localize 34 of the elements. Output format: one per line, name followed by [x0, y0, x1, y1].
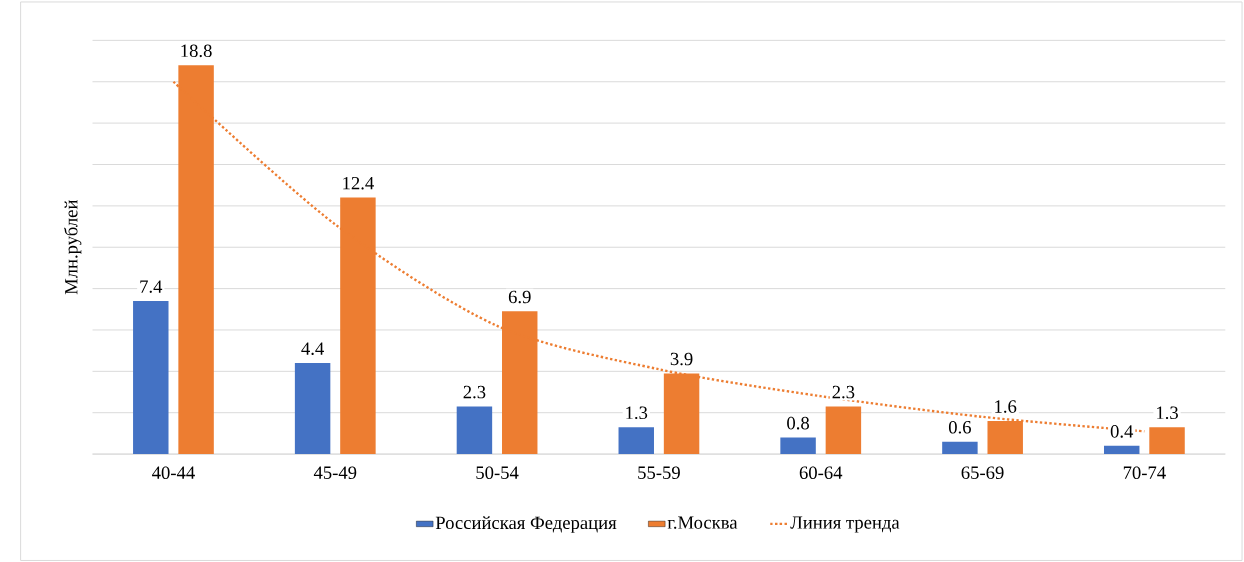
- bar: [1104, 445, 1140, 454]
- bar: [942, 441, 978, 454]
- data-label: 2.3: [832, 385, 855, 399]
- data-label: 2.3: [463, 385, 486, 399]
- data-label: 0.8: [787, 416, 810, 430]
- bar: [780, 437, 816, 454]
- data-label: 0.4: [1110, 424, 1134, 438]
- legend-label: Линия тренда: [790, 516, 900, 533]
- x-tick-label: 40-44: [152, 466, 195, 479]
- legend-label: Российская Федерация: [435, 515, 617, 533]
- legend-label: г.Москва: [667, 516, 738, 529]
- x-tick-label: 60-64: [799, 466, 843, 479]
- data-label: 0.6: [948, 420, 971, 434]
- data-label: 1.3: [1157, 406, 1178, 419]
- bar: [618, 426, 654, 454]
- y-axis-title: Млн.рублей: [64, 199, 82, 295]
- data-label: 3.9: [670, 352, 693, 366]
- x-tick-label: 55-59: [638, 466, 680, 479]
- bar: [456, 406, 493, 454]
- data-label: 1.3: [626, 406, 648, 419]
- x-tick-label: 45-49: [313, 466, 357, 479]
- bar: [825, 406, 862, 454]
- bar: [294, 362, 331, 454]
- data-label: 12.4: [343, 176, 374, 190]
- data-label: 4.4: [301, 342, 324, 355]
- x-tick-label: 70-74: [1123, 466, 1166, 479]
- data-label: 1.6: [995, 400, 1017, 413]
- x-tick-label: 65-69: [961, 466, 1004, 479]
- data-label: 7.4: [140, 280, 163, 293]
- x-tick-label: 50-54: [476, 466, 519, 479]
- bar: [133, 300, 169, 454]
- data-label: 6.9: [508, 290, 531, 304]
- bar: [1149, 426, 1185, 454]
- data-label: 18.8: [181, 44, 212, 57]
